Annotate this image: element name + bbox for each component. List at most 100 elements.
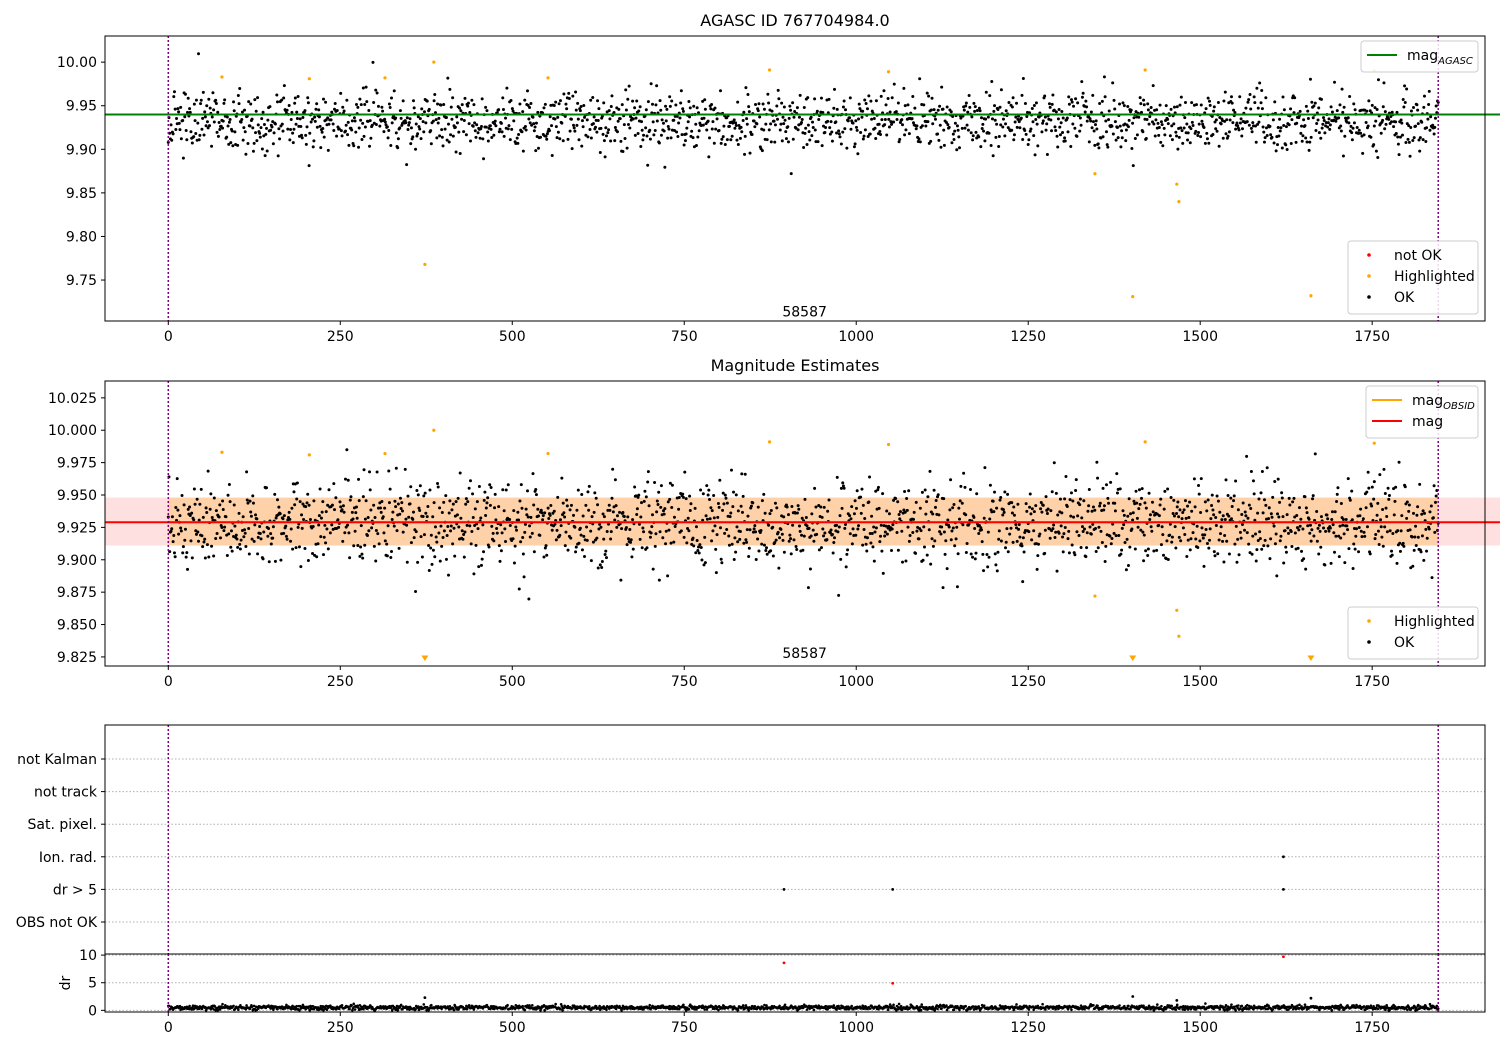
data-point [746,93,750,97]
data-point [564,530,568,534]
data-point [815,532,819,536]
data-point [965,541,969,545]
data-point [526,515,530,519]
data-point [613,139,617,143]
data-point [531,1004,534,1007]
data-point [879,534,883,538]
data-point [408,117,412,121]
data-point [672,515,676,519]
data-point [811,528,815,532]
data-point [1254,532,1258,536]
data-point [1416,535,1420,539]
data-point [1174,130,1178,134]
data-point [972,515,976,519]
data-point [701,518,705,522]
data-point [241,515,245,519]
data-point [570,147,574,151]
data-point [424,121,428,125]
data-point [232,109,236,113]
data-point [1357,550,1361,554]
data-point [650,525,654,529]
data-point [752,119,756,123]
data-point [1203,500,1207,504]
data-point [1060,511,1064,515]
data-point [838,514,842,518]
data-point [857,524,861,528]
data-point [405,560,409,564]
data-point [796,128,800,132]
data-point [666,574,670,578]
data-point [352,544,356,548]
data-point [425,99,429,103]
data-point [1160,123,1164,127]
data-point [252,1004,256,1008]
data-point [1128,545,1132,549]
data-point [307,503,311,507]
data-point [1010,105,1014,109]
data-point [318,124,322,128]
data-point [725,501,729,505]
data-point [420,555,424,559]
data-point [188,110,192,114]
data-point [936,132,940,136]
data-point [827,498,831,502]
data-point [485,501,489,505]
data-point [624,88,628,92]
data-point [1350,489,1354,493]
data-point [379,506,383,510]
data-point [1285,147,1289,151]
data-point [462,118,466,122]
data-point [1289,141,1293,145]
data-point [438,134,442,138]
data-point [859,511,863,515]
data-point [681,492,685,496]
data-point [1056,145,1060,149]
data-point [1118,124,1122,128]
data-point [416,132,420,136]
data-point [874,526,878,530]
data-point [1190,120,1194,124]
data-point [1177,515,1181,519]
data-point [384,123,388,127]
data-point [1095,460,1099,464]
data-point [724,496,728,500]
data-point [769,549,773,553]
data-point [1376,156,1380,160]
data-point [1365,109,1369,113]
data-point [642,133,646,137]
data-point [414,1007,417,1011]
data-point [745,528,749,532]
data-point [952,502,956,506]
data-point [385,125,389,129]
data-point [181,156,185,160]
data-point [903,133,907,137]
data-point [442,500,446,504]
data-point [290,110,294,114]
data-point [1027,530,1031,534]
data-point [534,493,538,497]
data-point [789,552,793,556]
data-point [920,124,924,128]
data-point [1079,123,1083,127]
data-point [1366,124,1370,128]
data-point [1215,129,1219,133]
data-point [523,530,527,534]
data-point [1004,540,1008,544]
data-point [819,546,823,550]
data-point [598,151,602,155]
data-point [415,488,419,492]
data-point [654,532,658,536]
data-point [567,91,571,95]
data-point [181,119,185,123]
data-point [747,105,751,109]
data-point [265,149,269,153]
data-point [274,516,278,520]
data-point [1012,133,1016,137]
data-point [1063,136,1067,140]
data-point [498,127,502,131]
data-point [1345,524,1349,528]
data-point [421,514,425,518]
data-point [831,551,835,555]
data-point [657,490,661,494]
data-point [933,539,937,543]
